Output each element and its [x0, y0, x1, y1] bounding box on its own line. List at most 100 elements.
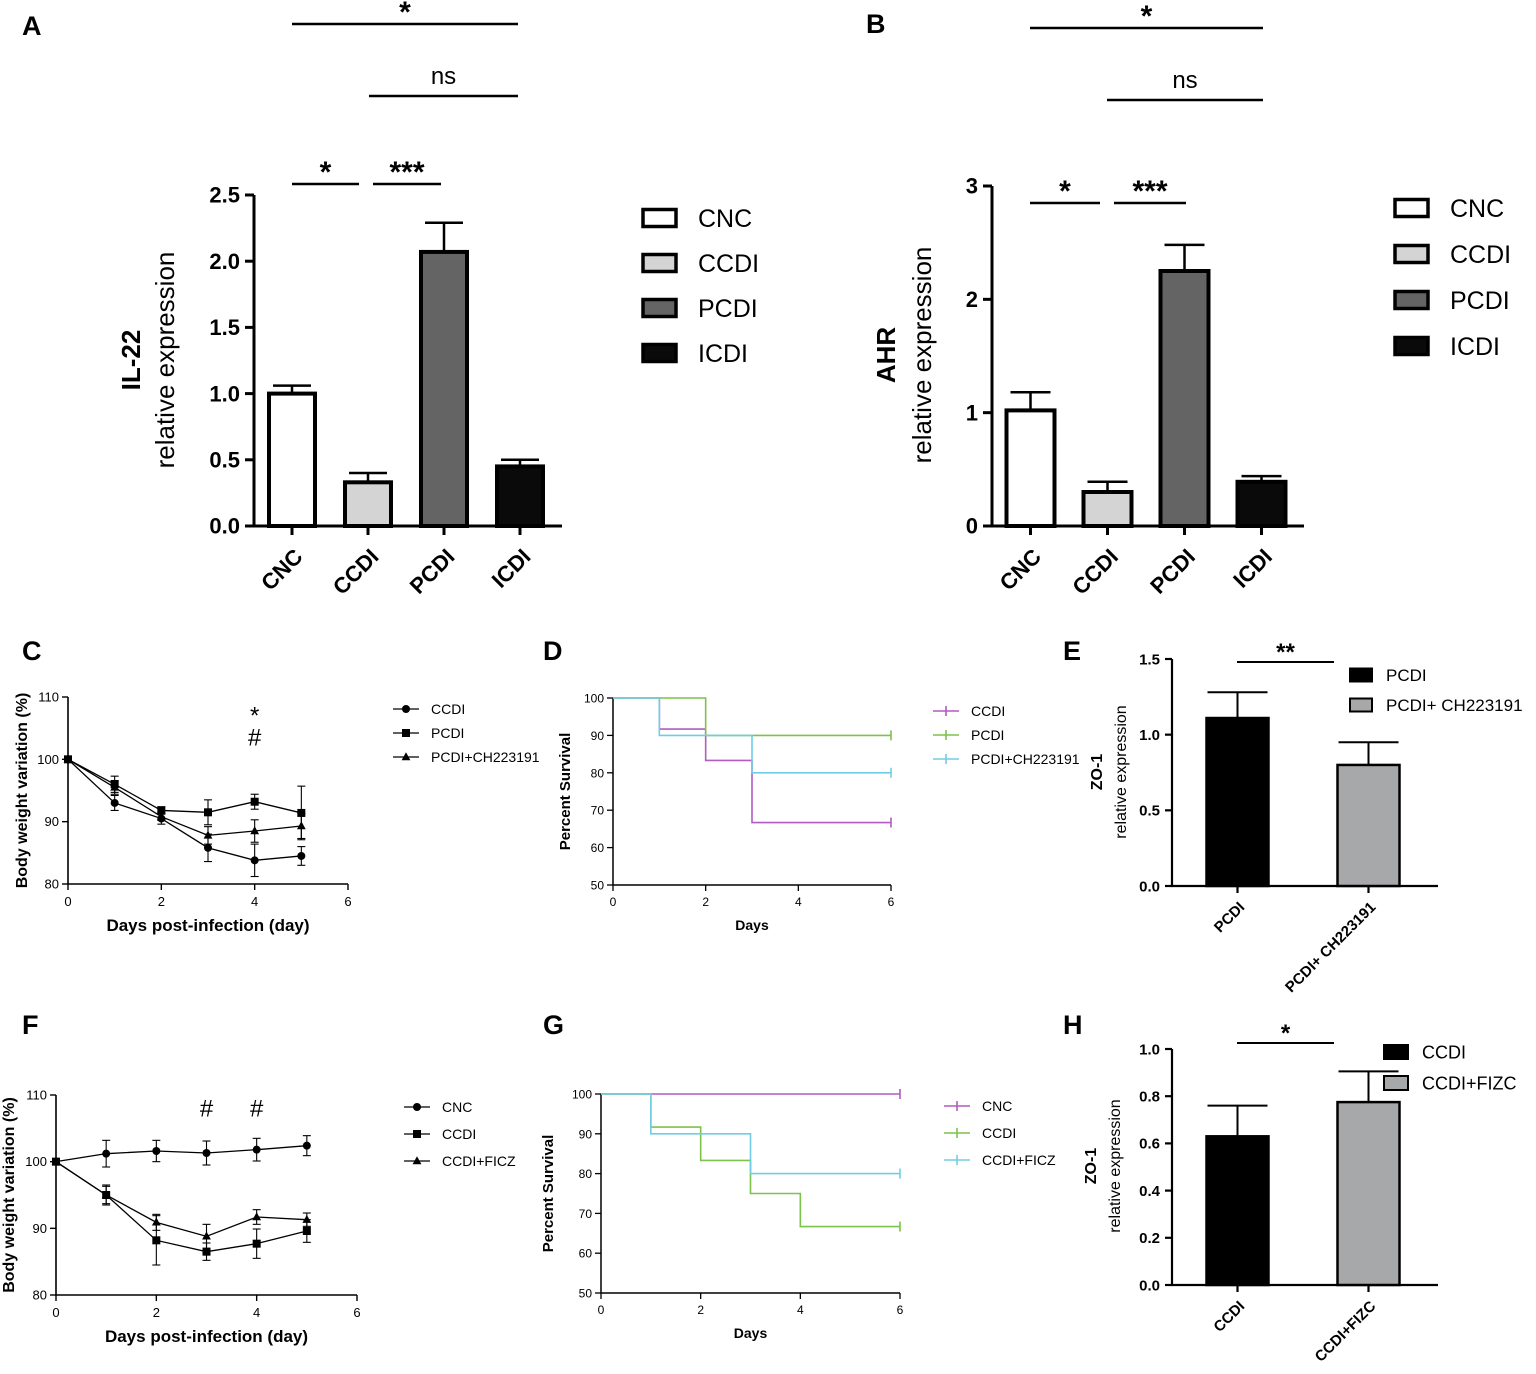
legend-swatch: [1393, 197, 1430, 219]
y-tick-label: 80: [579, 1167, 593, 1181]
legend-swatch: [1349, 667, 1373, 683]
y-tick-label: 0.6: [1139, 1136, 1160, 1153]
y-tick-label: 70: [579, 1207, 593, 1221]
bar-ccdi-fizc: [1336, 1100, 1401, 1287]
x-tick-label: 4: [797, 1303, 804, 1317]
legend-label: CCDI+FICZ: [442, 1153, 516, 1169]
legend-label: CCDI: [1450, 241, 1511, 269]
series-line: [67, 758, 302, 837]
marker-square: [302, 1227, 311, 1235]
x-tick-label: PCDI+ CH223191: [1282, 899, 1379, 996]
significance-label: ***: [1132, 175, 1167, 208]
series-line: [67, 758, 302, 861]
bar-icdi: [495, 464, 545, 529]
x-tick-label: 6: [353, 1305, 360, 1320]
y-tick-label: 0.8: [1139, 1088, 1160, 1105]
legend-swatch: [641, 342, 678, 364]
legend-swatch: [1393, 243, 1430, 265]
y-tick-label: 60: [579, 1247, 593, 1261]
panel-h: 0.0 0.2 0.4 0.6 0.8 1.0 CCDI CCDI+FIZC ZO-1 relat…: [1083, 1020, 1517, 1366]
y-tick-label: 70: [591, 804, 605, 818]
legend-label: CCDI: [971, 703, 1005, 719]
y-tick-label: 90: [579, 1127, 593, 1141]
marker-circle: [402, 705, 410, 713]
x-tick-label: 2: [158, 894, 165, 909]
legend-label: CNC: [698, 205, 752, 233]
significance-label: ns: [1172, 67, 1197, 94]
panel-letter-b: B: [866, 9, 886, 39]
y-tick-label: 100: [37, 752, 59, 767]
panel-letter-g: G: [543, 1010, 564, 1040]
marker-square: [402, 729, 410, 737]
legend-label: PCDI: [1386, 666, 1427, 685]
y-tick-label: 100: [584, 692, 604, 706]
y-tick-label: 50: [579, 1287, 593, 1301]
y-tick-label: 1.5: [209, 315, 240, 340]
y-axis-label: Body weight variation (%): [1, 1097, 18, 1293]
x-tick-label: 0: [598, 1303, 605, 1317]
y-tick-label: 60: [591, 841, 605, 855]
x-tick-label: CCDI: [1210, 1298, 1248, 1336]
legend-swatch: [641, 207, 678, 229]
y-axis-label: relative expression: [1107, 1099, 1124, 1232]
legend-label: CCDI: [982, 1125, 1016, 1141]
x-tick-label: 2: [153, 1305, 160, 1320]
legend-label: CCDI: [1422, 1042, 1466, 1062]
y-tick-label: 2.0: [209, 249, 240, 274]
x-tick-label: PCDI: [405, 544, 460, 599]
significance-label: **: [1276, 639, 1295, 666]
x-tick-label: 6: [897, 1303, 904, 1317]
panel-letter-f: F: [22, 1010, 39, 1040]
marker-triangle: [252, 1212, 262, 1221]
marker-triangle: [156, 811, 166, 820]
y-tick-label: 0.0: [1139, 878, 1160, 895]
marker-triangle: [202, 1231, 211, 1240]
y-tick-label: 80: [591, 766, 605, 780]
significance-label: *: [1059, 175, 1071, 208]
x-tick-label: 0: [64, 894, 71, 909]
y-tick-label: 80: [45, 877, 59, 892]
bar-icdi: [1235, 479, 1288, 528]
marker-circle: [110, 798, 119, 807]
legend-swatch: [1393, 335, 1430, 357]
x-tick-label: CCDI+FIZC: [1312, 1298, 1380, 1366]
series-line: [55, 1161, 307, 1253]
marker-square: [202, 1247, 211, 1256]
y-tick-label: 80: [33, 1288, 47, 1303]
y-tick-label: 110: [38, 690, 59, 705]
legend-swatch: [1383, 1075, 1409, 1091]
marker-triangle: [296, 821, 306, 830]
y-tick-label: 90: [45, 814, 59, 829]
x-tick-label: 6: [888, 895, 895, 909]
legend-swatch: [1383, 1044, 1409, 1060]
bar-pcdi: [419, 249, 469, 528]
marker-square: [252, 1239, 261, 1248]
y-axis-label: Percent Survival: [557, 733, 574, 851]
marker-triangle: [151, 1217, 161, 1226]
y-tick-label: 2: [966, 287, 978, 312]
y-tick-label: 0.5: [1139, 803, 1160, 820]
series-line: [55, 1161, 307, 1238]
marker-circle: [413, 1103, 421, 1111]
legend-label: ICDI: [698, 340, 748, 368]
y-tick-label: 0.2: [1139, 1230, 1160, 1247]
y-axis-label: relative expression: [1113, 705, 1130, 838]
x-tick-label: 0: [610, 895, 617, 909]
legend-label: CCDI: [698, 250, 759, 278]
legend-label: PCDI: [431, 725, 464, 741]
annotation: #: [200, 1095, 214, 1122]
marker-square: [297, 808, 306, 817]
y-axis-label: Body weight variation (%): [14, 693, 31, 889]
x-tick-label: 6: [344, 894, 351, 909]
y-tick-label: 50: [591, 879, 605, 893]
panel-d: 50 60 70 80 90 100 0 2 4 6 Days Percent Survival CCD…: [557, 692, 1080, 934]
marker-square: [157, 806, 166, 815]
annotation: #: [250, 1095, 264, 1122]
y-tick-label: 1.0: [209, 381, 240, 406]
panel-letter-c: C: [22, 636, 42, 666]
marker-square: [250, 797, 259, 806]
marker-circle: [202, 1149, 211, 1157]
legend-label: PCDI+CH223191: [971, 751, 1080, 767]
panel-c: 80 90 100 110 0 2 4 6 Days post-infection (day) B…: [14, 690, 540, 936]
panel-letter-d: D: [543, 636, 563, 666]
